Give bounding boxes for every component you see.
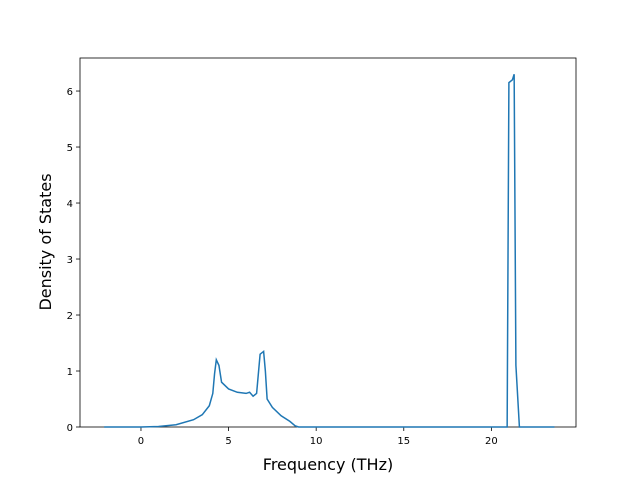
y-tick-label: 2 <box>67 311 73 322</box>
x-axis-label: Frequency (THz) <box>263 455 393 474</box>
plot-frame <box>79 57 577 428</box>
y-tick-label: 1 <box>67 367 73 378</box>
x-tick-label: 0 <box>138 436 144 447</box>
y-tick-label: 3 <box>67 255 73 266</box>
x-tick-label: 15 <box>397 436 410 447</box>
x-tick-label: 20 <box>485 436 498 447</box>
y-tick-label: 6 <box>67 87 73 98</box>
data-line <box>104 74 555 428</box>
y-axis-label: Density of States <box>36 173 55 310</box>
x-tick-label: 5 <box>225 436 231 447</box>
y-tick-label: 4 <box>67 199 73 210</box>
y-tick-label: 0 <box>67 423 73 434</box>
x-tick-label: 10 <box>310 436 323 447</box>
y-tick-label: 5 <box>67 143 73 154</box>
